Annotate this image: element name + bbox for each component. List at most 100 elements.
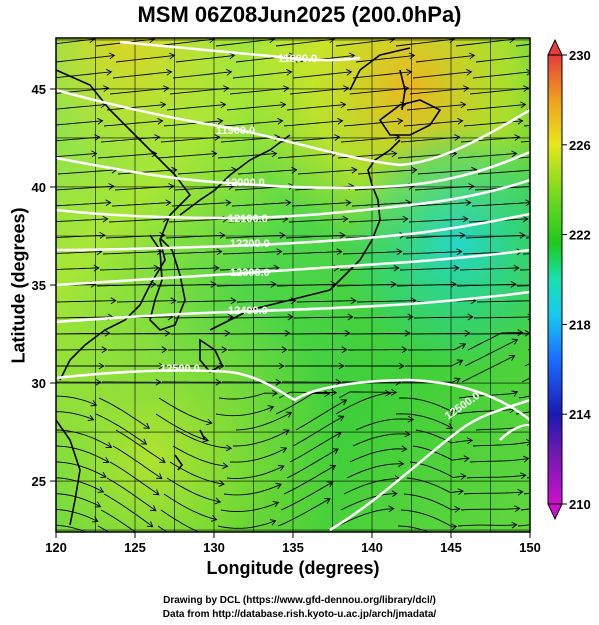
colorbar-tick-label: 222 [569, 228, 591, 243]
streamline [223, 120, 283, 127]
streamline [538, 170, 597, 174]
streamline-arrow [277, 117, 284, 125]
streamline-arrow [511, 150, 518, 158]
streamline [169, 461, 225, 485]
streamline-arrow [209, 38, 216, 44]
streamline-arrow [105, 199, 112, 207]
streamline [56, 316, 113, 319]
streamline-arrow [91, 516, 99, 523]
streamline [275, 393, 330, 415]
streamline-arrow [583, 216, 588, 222]
streamline-arrow [93, 264, 100, 272]
streamline [215, 38, 275, 47]
streamline [460, 136, 520, 143]
streamline-arrow [227, 313, 234, 321]
streamline-arrow [522, 215, 529, 223]
streamline-arrow [336, 248, 343, 256]
streamline [457, 524, 517, 527]
streamline-arrow [511, 521, 518, 529]
streamline-arrow [525, 199, 530, 207]
streamline [217, 153, 277, 159]
streamline [56, 300, 116, 303]
streamline-arrow [90, 400, 98, 407]
streamline [464, 339, 518, 367]
streamline-arrow [270, 281, 277, 288]
streamline [340, 136, 400, 143]
contour-label: 12200.0 [230, 238, 270, 250]
x-tick-label: 125 [124, 540, 146, 555]
streamline-arrow [350, 297, 357, 305]
streamline [455, 408, 515, 415]
streamline [100, 136, 160, 143]
streamline-arrow [390, 388, 398, 396]
streamline [155, 38, 215, 47]
streamline [175, 54, 235, 63]
streamline [338, 391, 397, 399]
streamline-arrow [207, 533, 213, 539]
streamline [282, 251, 342, 255]
streamline [408, 218, 468, 223]
streamline [56, 267, 99, 270]
x-axis-label: Longitude (degrees) [206, 558, 380, 578]
streamline-arrow [520, 472, 527, 480]
streamline [283, 465, 336, 495]
streamline [340, 493, 397, 511]
streamline [455, 38, 515, 47]
streamline-arrow [509, 38, 516, 44]
streamline-arrow [577, 438, 583, 443]
streamline [165, 234, 225, 239]
streamline-arrow [219, 232, 226, 239]
streamline-arrow [450, 281, 457, 288]
streamline-arrow [591, 167, 596, 173]
streamline [115, 429, 166, 463]
streamline [229, 447, 287, 463]
streamline [103, 120, 163, 127]
streamline-arrow [525, 439, 530, 446]
colorbar-gradient [547, 54, 563, 505]
streamline [415, 54, 475, 63]
streamline [159, 267, 219, 271]
streamline [516, 285, 530, 287]
streamline [217, 520, 276, 529]
streamline [112, 445, 163, 479]
streamline-arrow [573, 473, 579, 478]
streamline-arrow [170, 297, 177, 305]
x-tick-label: 120 [45, 540, 67, 555]
streamline [277, 153, 337, 159]
streamline [411, 202, 471, 207]
streamline-arrow [140, 438, 148, 445]
streamline [105, 234, 165, 239]
contour-label: 12500.0 [160, 363, 200, 375]
streamline [115, 54, 175, 63]
streamline [112, 71, 172, 79]
x-tick-label: 140 [361, 540, 383, 555]
streamline-arrow [214, 497, 222, 505]
streamline-arrow [326, 481, 334, 488]
streamline [291, 202, 351, 207]
streamline [108, 218, 168, 223]
streamline-arrow [149, 38, 156, 44]
colorbar-tick-label: 230 [569, 48, 591, 63]
streamline [396, 283, 456, 287]
streamline [352, 433, 410, 447]
streamline [349, 448, 407, 463]
streamline-arrow [572, 339, 578, 344]
streamline-arrow [332, 448, 339, 455]
streamline [56, 202, 111, 207]
streamline [457, 153, 517, 159]
streamline [466, 474, 526, 479]
streamline [158, 397, 212, 424]
streamline-arrow [398, 362, 405, 370]
streamline [56, 411, 94, 421]
colorbar-tick-label: 218 [569, 317, 591, 332]
streamline [171, 202, 231, 207]
streamline-arrow [397, 117, 404, 125]
streamline-arrow [101, 346, 108, 354]
streamline-arrow [225, 444, 233, 452]
streamline-arrow [103, 85, 110, 92]
streamline-arrow [342, 215, 349, 223]
streamline [461, 355, 515, 383]
y-tick-label: 40 [32, 180, 46, 195]
streamline [233, 316, 293, 319]
streamline-arrow [149, 505, 157, 512]
